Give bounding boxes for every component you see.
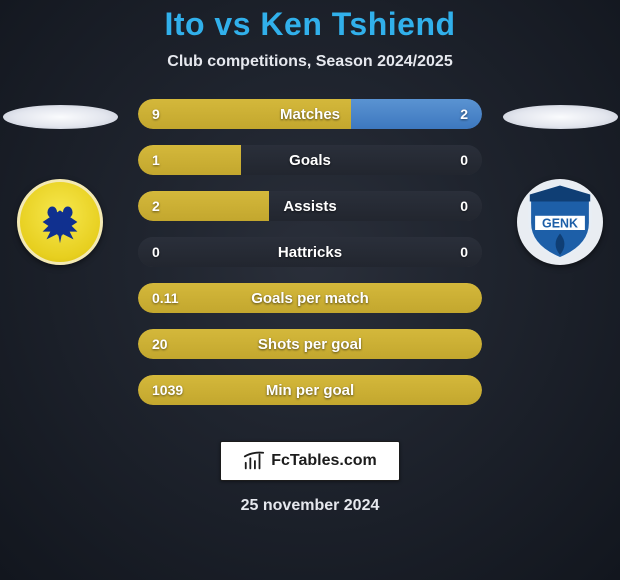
stat-bars: 92Matches 10Goals 20Assists 00Hattricks 0.11…: [138, 99, 482, 421]
stat-label: Goals per match: [138, 283, 482, 313]
comparison-card: Ito vs Ken Tshiend Club competitions, Se…: [0, 0, 620, 580]
stat-row: 10Goals: [138, 145, 482, 175]
player1-avatar-placeholder: [3, 105, 118, 129]
stat-row: 00Hattricks: [138, 237, 482, 267]
stat-label: Goals: [138, 145, 482, 175]
stat-row: 1039Min per goal: [138, 375, 482, 405]
stat-label: Hattricks: [138, 237, 482, 267]
svg-text:GENK: GENK: [542, 216, 578, 230]
stat-row: 20Shots per goal: [138, 329, 482, 359]
page-title: Ito vs Ken Tshiend: [0, 6, 620, 43]
site-name: FcTables.com: [271, 452, 377, 470]
player2-club-badge: GENK: [517, 179, 603, 265]
chart-icon: [243, 450, 265, 472]
player2-column: GENK: [500, 99, 620, 265]
stat-label: Shots per goal: [138, 329, 482, 359]
shield-icon: GENK: [524, 182, 596, 262]
stat-label: Matches: [138, 99, 482, 129]
player1-column: [0, 99, 120, 265]
site-badge[interactable]: FcTables.com: [220, 441, 400, 481]
date-label: 25 november 2024: [0, 497, 620, 515]
stat-row: 20Assists: [138, 191, 482, 221]
eagle-icon: [31, 193, 89, 251]
stat-label: Assists: [138, 191, 482, 221]
subtitle: Club competitions, Season 2024/2025: [0, 53, 620, 71]
vs-separator: vs: [214, 6, 251, 42]
stat-label: Min per goal: [138, 375, 482, 405]
player2-avatar-placeholder: [503, 105, 618, 129]
stat-row: 0.11Goals per match: [138, 283, 482, 313]
player2-name: Ken Tshiend: [260, 6, 455, 42]
comparison-arena: GENK 92Matches 10Goals 20Assists 00Hattrick…: [0, 99, 620, 429]
player1-club-badge: [17, 179, 103, 265]
player1-name: Ito: [164, 6, 205, 42]
stat-row: 92Matches: [138, 99, 482, 129]
